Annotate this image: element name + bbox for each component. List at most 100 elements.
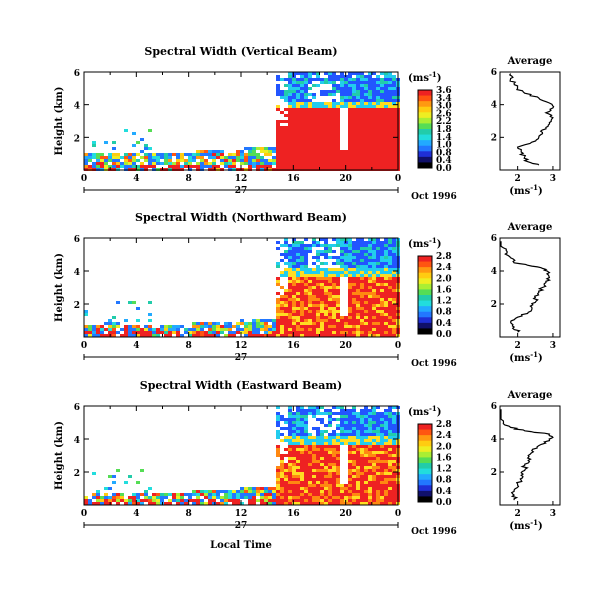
x-tick-label: 8 xyxy=(186,174,192,184)
x-axis: 0 4 8 12 16 20 0 27 Oct 1996 xyxy=(81,238,457,369)
date-label: Oct 1996 xyxy=(411,192,457,202)
colorbar-swatch xyxy=(418,446,432,453)
colorbar-swatch xyxy=(418,424,432,431)
y-tick-label: 4 xyxy=(74,268,80,278)
average-unit: (ms-1) xyxy=(509,350,542,364)
colorbar-tick-label: 1.0 xyxy=(436,141,452,151)
x-tick-label: 0 xyxy=(81,341,87,351)
colorbar-swatch xyxy=(418,311,432,318)
colorbar-tick-label: 0.8 xyxy=(436,148,452,158)
colorbar-swatch xyxy=(418,457,432,464)
y-tick-label: 6 xyxy=(74,235,80,245)
x-tick-label: 12 xyxy=(235,174,248,184)
heatmap-cells xyxy=(84,406,400,505)
colorbar-unit: (ms-1) xyxy=(408,236,441,250)
colorbar-swatch xyxy=(418,328,432,335)
y-tick-label: 2 xyxy=(74,134,80,144)
colorbar-tick-label: 0.0 xyxy=(436,164,452,174)
x-axis: 0 4 8 12 16 20 0 27 Oct 1996 xyxy=(81,72,457,202)
average-frame xyxy=(499,237,561,338)
colorbar-swatch xyxy=(418,151,432,158)
colorbar-tick-label: 1.8 xyxy=(436,125,452,135)
colorbar-swatch xyxy=(418,267,432,274)
avg-y-tick-label: 6 xyxy=(491,402,497,412)
colorbar-swatch xyxy=(418,429,432,436)
x-tick-label: 0 xyxy=(81,174,87,184)
colorbar-swatch xyxy=(418,272,432,279)
colorbar-tick-label: 0.0 xyxy=(436,330,452,340)
colorbar-frame xyxy=(417,255,433,335)
colorbar-swatch xyxy=(418,435,432,442)
avg-y-tick-label: 2 xyxy=(491,133,497,143)
colorbar-swatch xyxy=(418,162,432,169)
colorbar-swatch xyxy=(418,145,432,152)
x-tick-label: 0 xyxy=(81,509,87,519)
colorbar-tick-label: 1.6 xyxy=(436,453,452,463)
colorbar-tick-label: 0.0 xyxy=(436,498,452,508)
x-tick-label: 20 xyxy=(339,341,352,351)
average-unit: (ms-1) xyxy=(509,518,542,532)
x-tick-label: 4 xyxy=(133,341,139,351)
x-axis: 0 4 8 12 16 20 0 27 Oct 1996 xyxy=(81,406,457,537)
colorbar-tick-label: 3.4 xyxy=(436,94,452,104)
y-tick-label: 6 xyxy=(74,403,80,413)
y-tick-label: 2 xyxy=(74,301,80,311)
colorbar-tick-label: 0.8 xyxy=(436,308,452,318)
colorbar-tick-label: 0.8 xyxy=(436,476,452,486)
colorbar-swatch xyxy=(418,474,432,481)
x-tick-label: 16 xyxy=(287,341,300,351)
x-tick-label: 0 xyxy=(395,174,401,184)
colorbar-swatch xyxy=(418,256,432,263)
y-axis-label: Height (km) xyxy=(54,253,65,322)
colorbar-frame xyxy=(417,423,433,503)
colorbar-tick-label: 2.8 xyxy=(436,252,452,262)
average-title: Average xyxy=(507,222,553,233)
x-tick-label: 8 xyxy=(186,509,192,519)
colorbar: (ms-1) 2.82.42.01.6 1.20.80.40.0 xyxy=(408,404,452,508)
colorbar-tick-label: 1.2 xyxy=(436,297,452,307)
colorbar-tick-label: 2.2 xyxy=(436,117,452,127)
colorbar-swatch xyxy=(418,485,432,492)
avg-x-tick-label: 2 xyxy=(515,341,521,351)
average-panel: Average 2 4 6 2 3 (ms-1) xyxy=(491,222,561,364)
avg-y-tick-label: 2 xyxy=(491,300,497,310)
x-tick-label: 4 xyxy=(133,509,139,519)
colorbar-swatch xyxy=(418,490,432,497)
colorbar-frame xyxy=(417,89,433,169)
colorbar-swatch xyxy=(418,95,432,102)
x-tick-label: 16 xyxy=(287,174,300,184)
colorbar-tick-label: 1.6 xyxy=(436,285,452,295)
colorbar-tick-label: 2.6 xyxy=(436,109,452,119)
panel-title: Spectral Width (Vertical Beam) xyxy=(144,45,337,58)
y-tick-label: 6 xyxy=(74,69,80,79)
colorbar-tick-label: 0.4 xyxy=(436,156,452,166)
heatmap-cells xyxy=(84,72,400,171)
y-tick-label: 4 xyxy=(74,102,80,112)
colorbar-tick-label: 2.0 xyxy=(436,442,452,452)
average-frame xyxy=(499,71,561,171)
colorbar-swatch xyxy=(418,106,432,113)
x-tick-label: 12 xyxy=(235,341,248,351)
colorbar-swatch xyxy=(418,278,432,285)
y-axis-label: Height (km) xyxy=(54,87,65,156)
x-axis-label: Local Time xyxy=(210,540,272,551)
colorbar: (ms-1) 2.82.42.01.6 1.20.80.40.0 xyxy=(408,236,452,340)
y-tick-label: 4 xyxy=(74,436,80,446)
panel-title: Spectral Width (Northward Beam) xyxy=(135,211,347,224)
day-label: 27 xyxy=(235,186,248,196)
colorbar-swatch xyxy=(418,283,432,290)
avg-y-tick-label: 4 xyxy=(491,267,497,277)
colorbar-swatch xyxy=(418,479,432,486)
colorbar-swatch xyxy=(418,129,432,136)
panel-title: Spectral Width (Eastward Beam) xyxy=(140,379,342,392)
panel-2: Spectral Width (Northward Beam) 2 4 6 Height… xyxy=(54,211,561,369)
heatmap-cells xyxy=(84,238,400,337)
colorbar-swatch xyxy=(418,306,432,313)
colorbar-tick-label: 2.4 xyxy=(436,431,452,441)
y-axis: 2 4 6 Height (km) xyxy=(54,403,398,490)
colorbar-swatch xyxy=(418,440,432,447)
x-tick-label: 0 xyxy=(395,509,401,519)
colorbar-swatch xyxy=(418,134,432,141)
day-label: 27 xyxy=(235,353,248,363)
